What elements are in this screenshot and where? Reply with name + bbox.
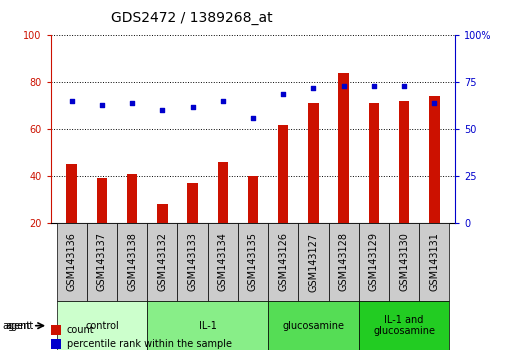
Text: GSM143137: GSM143137 — [97, 233, 107, 291]
Bar — [277, 125, 288, 223]
Text: GSM143134: GSM143134 — [217, 233, 227, 291]
Bar — [87, 223, 117, 301]
Text: control: control — [85, 321, 119, 331]
Bar — [147, 301, 268, 350]
Text: GSM143133: GSM143133 — [187, 233, 197, 291]
Bar — [50, 325, 61, 335]
Text: GSM143130: GSM143130 — [398, 233, 408, 291]
Bar — [217, 162, 228, 223]
Bar — [157, 204, 167, 223]
Bar — [237, 223, 268, 301]
Bar — [268, 223, 298, 301]
Bar — [268, 301, 358, 350]
Bar — [358, 301, 448, 350]
Text: IL-1: IL-1 — [198, 321, 216, 331]
Text: GSM143132: GSM143132 — [157, 233, 167, 291]
Point — [339, 83, 347, 89]
Bar — [398, 101, 409, 223]
Bar — [187, 183, 197, 223]
Bar — [127, 174, 137, 223]
Text: agent: agent — [5, 321, 33, 331]
Bar — [57, 223, 87, 301]
Text: GSM143131: GSM143131 — [428, 233, 438, 291]
Text: GSM143128: GSM143128 — [338, 233, 348, 291]
Text: GSM143129: GSM143129 — [368, 233, 378, 291]
Point — [399, 83, 408, 89]
Text: GSM143135: GSM143135 — [247, 233, 258, 291]
Bar — [117, 223, 147, 301]
Point — [369, 83, 377, 89]
Point — [309, 85, 317, 91]
Point — [218, 98, 226, 104]
Bar — [428, 96, 439, 223]
Text: agent: agent — [3, 321, 31, 331]
Text: GSM143136: GSM143136 — [67, 233, 77, 291]
Bar — [177, 223, 207, 301]
Text: GSM143127: GSM143127 — [308, 232, 318, 292]
Bar — [57, 301, 147, 350]
Bar — [368, 103, 378, 223]
Bar — [388, 223, 418, 301]
Bar — [338, 73, 348, 223]
Point — [248, 115, 257, 121]
Text: percentile rank within the sample: percentile rank within the sample — [67, 339, 231, 349]
Bar — [247, 176, 258, 223]
Bar — [418, 223, 448, 301]
Text: GSM143138: GSM143138 — [127, 233, 137, 291]
Bar — [96, 178, 107, 223]
Point — [188, 104, 196, 109]
Bar — [147, 223, 177, 301]
Bar — [207, 223, 237, 301]
Bar — [66, 164, 77, 223]
Text: count: count — [67, 325, 94, 335]
Point — [279, 91, 287, 96]
Point — [68, 98, 76, 104]
Text: IL-1 and
glucosamine: IL-1 and glucosamine — [372, 315, 434, 337]
Text: GDS2472 / 1389268_at: GDS2472 / 1389268_at — [111, 11, 273, 25]
Point — [97, 102, 106, 108]
Bar — [358, 223, 388, 301]
Bar — [298, 223, 328, 301]
Point — [429, 100, 437, 106]
Text: GSM143126: GSM143126 — [278, 233, 288, 291]
Text: glucosamine: glucosamine — [282, 321, 344, 331]
Bar — [50, 339, 61, 349]
Bar — [308, 103, 318, 223]
Point — [128, 100, 136, 106]
Bar — [328, 223, 358, 301]
Point — [158, 108, 166, 113]
